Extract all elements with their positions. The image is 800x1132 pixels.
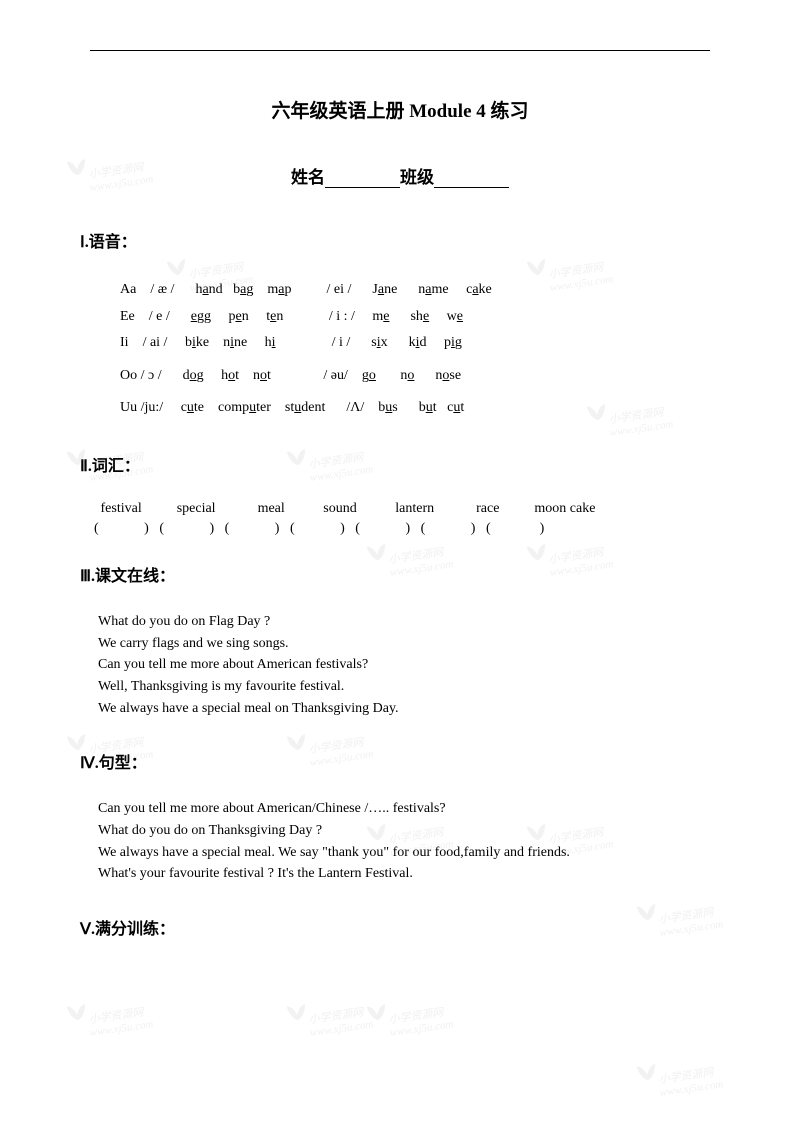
text-line: What's your favourite festival ? It's th… (98, 863, 720, 885)
phonetics-row-uu: Uu /ju:/ cute computer student /Λ/ bus b… (120, 395, 720, 422)
text-line: What do you do on Flag Day ? (98, 611, 720, 633)
vocab-blanks[interactable]: ( ) ( ) ( ) ( ) ( ) ( ) ( ) (94, 521, 720, 537)
watermark: 小学资源网www.xj5u.com (638, 1054, 724, 1101)
section-5-header: Ⅴ.满分训练： (80, 915, 720, 939)
phonetics-row-aa: Aa / æ / hand bag map / ei / Jane name c… (120, 277, 720, 304)
text-line: What do you do on Thanksgiving Day ? (98, 820, 720, 842)
top-divider (90, 50, 710, 51)
name-label: 姓名 (291, 168, 325, 187)
text-line: We carry flags and we sing songs. (98, 633, 720, 655)
name-class-row: 姓名 班级 (80, 163, 720, 188)
phonetics-row-oo: Oo / ɔ / dog hot not / əu/ go no nose (120, 363, 720, 390)
text-online-block: What do you do on Flag Day ? We carry fl… (98, 611, 720, 719)
watermark: 小学资源网www.xj5u.com (68, 994, 154, 1041)
text-line: Can you tell me more about American/Chin… (98, 798, 720, 820)
text-line: Well, Thanksgiving is my favourite festi… (98, 676, 720, 698)
section-1-header: Ⅰ.语音： (80, 228, 720, 252)
name-blank[interactable] (325, 172, 400, 188)
phonetics-row-ee: Ee / e / egg pen ten / i : / me she we (120, 304, 720, 331)
section-2-header: Ⅱ.词汇： (80, 452, 720, 476)
page-title: 六年级英语上册 Module 4 练习 (80, 96, 720, 123)
text-line: We always have a special meal on Thanksg… (98, 698, 720, 720)
class-blank[interactable] (434, 172, 509, 188)
sentence-patterns-block: Can you tell me more about American/Chin… (98, 798, 720, 885)
vocab-words: festival special meal sound lantern race… (90, 501, 720, 517)
section-3-header: Ⅲ.课文在线： (80, 562, 720, 586)
vocab-block: festival special meal sound lantern race… (90, 501, 720, 537)
watermark: 小学资源网www.xj5u.com (288, 994, 374, 1041)
phonetics-table: Aa / æ / hand bag map / ei / Jane name c… (120, 277, 720, 422)
section-4-header: Ⅳ.句型： (80, 749, 720, 773)
text-line: Can you tell me more about American fest… (98, 654, 720, 676)
text-line: We always have a special meal. We say "t… (98, 842, 720, 864)
phonetics-row-ii: Ii / ai / bike nine hi / i / six kid pig (120, 330, 720, 357)
watermark: 小学资源网www.xj5u.com (368, 994, 454, 1041)
class-label: 班级 (400, 168, 434, 187)
